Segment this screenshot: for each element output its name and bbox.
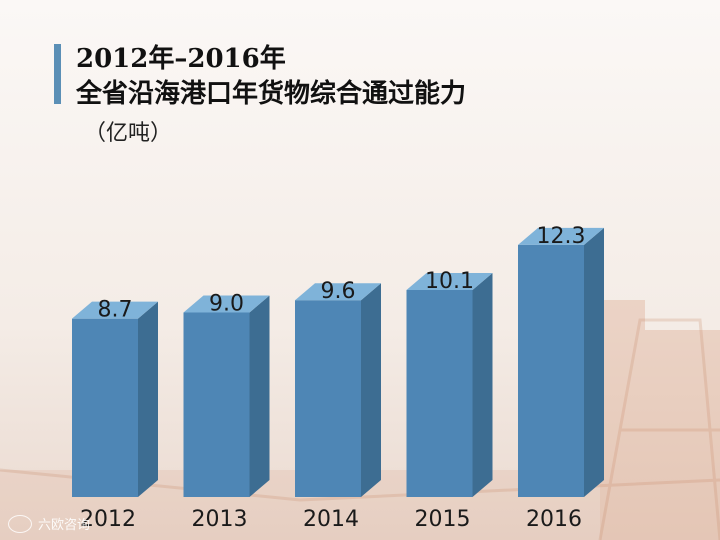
bar-side-2016 (584, 227, 604, 497)
watermark-logo-icon (8, 514, 32, 533)
bar-side-2013 (249, 295, 270, 497)
category-label-2012: 2012 (80, 507, 136, 532)
bar-top-2012 (72, 301, 158, 319)
chart-title-line1: 2012年–2016年 (76, 44, 286, 74)
bar-side-2015 (472, 272, 493, 497)
value-label-2013: 9.0 (209, 292, 244, 317)
bar-side-2012 (138, 301, 158, 497)
title-accent-bar (54, 44, 61, 104)
category-label-2015: 2015 (415, 507, 471, 532)
value-label-2015: 10.1 (425, 269, 474, 294)
watermark-text: 六欧咨询 (38, 518, 91, 533)
unit-label: （亿吨） (84, 121, 173, 146)
value-label-2014: 9.6 (321, 279, 356, 304)
category-label-2014: 2014 (303, 507, 359, 532)
bar-top-2016 (518, 227, 604, 245)
bar-top-2014 (295, 283, 381, 301)
value-label-2012: 8.7 (98, 298, 133, 323)
bar-top-2015 (406, 272, 493, 290)
category-label-2016: 2016 (526, 507, 582, 532)
bar-2016 (518, 244, 584, 497)
bar-2015 (406, 289, 473, 497)
chart-title-line2: 全省沿海港口年货物综合通过能力 (76, 79, 467, 109)
bar-2012 (72, 318, 138, 497)
bar-top-2013 (183, 295, 270, 313)
value-label-2016: 12.3 (537, 224, 586, 249)
bar-2014 (295, 300, 361, 497)
watermark: 六欧咨询 (8, 514, 90, 533)
bar-2013 (183, 312, 250, 497)
bar-side-2014 (361, 283, 381, 497)
category-label-2013: 2013 (192, 507, 248, 532)
